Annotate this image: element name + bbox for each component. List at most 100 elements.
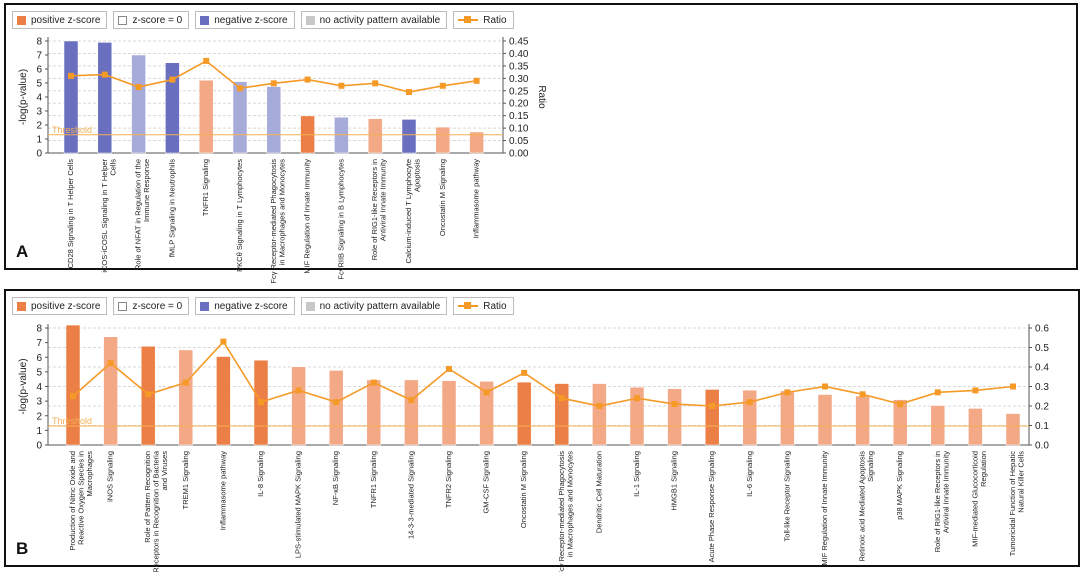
ratio-point bbox=[596, 403, 603, 409]
bar bbox=[103, 336, 118, 446]
category-label: TREM1 Signaling bbox=[181, 451, 190, 509]
y-tick-label: 7 bbox=[36, 51, 42, 62]
legend-label: negative z-score bbox=[214, 14, 288, 26]
y2-tick-label: 0.15 bbox=[509, 111, 529, 122]
y-tick-label: 0 bbox=[36, 441, 42, 452]
y-tick-label: 7 bbox=[36, 338, 42, 349]
ratio-point bbox=[270, 80, 277, 87]
legend-item-negative: negative z-score bbox=[195, 11, 295, 29]
ratio-point bbox=[68, 72, 74, 79]
ratio-point bbox=[746, 399, 753, 406]
category-label-line: Dendritic Cell Maturation bbox=[594, 451, 603, 533]
y-axis-label: -log(p-value) bbox=[18, 358, 29, 414]
legend-swatch-negative bbox=[200, 15, 210, 25]
y-tick-label: 3 bbox=[36, 397, 42, 408]
category-label: Role of RIG1-like Receptors inAntiviral … bbox=[370, 159, 388, 261]
legend-swatch-na bbox=[305, 301, 315, 311]
category-label: GM-CSF Signaling bbox=[482, 451, 491, 514]
ratio-point bbox=[558, 395, 565, 402]
category-label-line: TNFR2 Signaling bbox=[444, 451, 453, 508]
category-label-line: FcγRIIB Signaling in B Lymphocytes bbox=[336, 159, 345, 280]
category-label: Role of NFAT in Regulation of theImmune … bbox=[134, 159, 152, 270]
category-label-line: Natural Killer Cells bbox=[1017, 451, 1026, 513]
ratio-line-icon bbox=[458, 15, 479, 25]
bar bbox=[63, 40, 79, 154]
y-tick-label: 5 bbox=[36, 79, 42, 90]
bar bbox=[266, 86, 282, 154]
category-label-line: Tumoricidal Function of Hepatic bbox=[1008, 451, 1017, 556]
y2-tick-label: 0.1 bbox=[1035, 421, 1049, 432]
y-tick-label: 1 bbox=[36, 426, 42, 437]
legend-label: z-score = 0 bbox=[132, 14, 183, 26]
bar bbox=[704, 389, 720, 446]
category-label-line: MIF-mediated Glucocorticoid bbox=[970, 451, 979, 547]
category-label-line: 14-3-3-mediated Signaling bbox=[406, 451, 415, 539]
legend-label: no activity pattern available bbox=[319, 14, 441, 26]
bar bbox=[930, 405, 946, 446]
legend-label: Ratio bbox=[483, 300, 507, 312]
legend-item-positive: positive z-score bbox=[12, 11, 108, 29]
ratio-point bbox=[70, 393, 76, 400]
bar bbox=[742, 389, 758, 446]
bar bbox=[328, 370, 344, 446]
y2-tick-label: 0.25 bbox=[509, 86, 529, 97]
category-label: Fcγ Receptor-mediated Phagocytosisin Mac… bbox=[269, 159, 287, 284]
category-label-line: MIF Regulation of Innate Immunity bbox=[820, 451, 829, 566]
y-tick-label: 1 bbox=[36, 135, 42, 146]
y2-tick-label: 0.3 bbox=[1035, 382, 1049, 393]
category-label-line: Fcγ Receptor-mediated Phagocytosis bbox=[557, 451, 566, 572]
category-label-line: IL-6 Signaling bbox=[745, 451, 754, 497]
category-label-line: Calcium-induced T Lymphocyte bbox=[404, 159, 413, 264]
legend-label: positive z-score bbox=[31, 300, 101, 312]
bar bbox=[479, 381, 494, 446]
ratio-point bbox=[483, 389, 490, 396]
bar bbox=[401, 119, 417, 154]
y-tick-label: 2 bbox=[36, 411, 42, 422]
bar bbox=[216, 356, 231, 446]
y-tick-label: 0 bbox=[36, 149, 42, 160]
y2-tick-label: 0.2 bbox=[1035, 402, 1049, 413]
category-label: MIF Regulation of Innate Immunity bbox=[303, 159, 312, 274]
ratio-point bbox=[473, 77, 480, 84]
category-label: Calcium-induced T LymphocyteApoptosis bbox=[404, 159, 422, 264]
bar bbox=[165, 62, 180, 154]
bar bbox=[178, 349, 194, 446]
ratio-point bbox=[304, 76, 311, 83]
legend-item-na: no activity pattern available bbox=[300, 297, 448, 315]
ratio-point bbox=[709, 403, 716, 409]
category-label-line: Inflammasome pathway bbox=[472, 159, 481, 238]
category-label-line: Signaling bbox=[866, 451, 875, 482]
category-label-line: Antiviral Innate Immunity bbox=[941, 451, 950, 533]
category-label: IL-6 Signaling bbox=[745, 451, 754, 497]
category-label: Role of Pattern RecognitionReceptors in … bbox=[143, 450, 169, 572]
bar bbox=[65, 324, 81, 446]
category-label-line: MIF Regulation of Innate Immunity bbox=[303, 159, 312, 274]
category-label: HMGB1 Signaling bbox=[670, 451, 679, 511]
bar bbox=[198, 79, 214, 154]
ratio-point bbox=[295, 387, 302, 394]
bar bbox=[516, 381, 532, 446]
ratio-point bbox=[101, 71, 108, 78]
legend-label: z-score = 0 bbox=[132, 300, 183, 312]
bar bbox=[232, 81, 248, 154]
ratio-point bbox=[372, 80, 379, 87]
category-label: Production of Nitric Oxide andReactive O… bbox=[68, 451, 94, 551]
ratio-point bbox=[182, 379, 189, 386]
y-tick-label: 4 bbox=[36, 93, 42, 104]
category-label-line: in Macrophages and Monocytes bbox=[277, 159, 286, 266]
y-tick-label: 6 bbox=[36, 353, 42, 364]
category-label-line: HMGB1 Signaling bbox=[670, 451, 679, 511]
ratio-point bbox=[406, 89, 412, 96]
category-label: LPS-stimulated MAPK Signaling bbox=[294, 451, 303, 558]
y-tick-label: 5 bbox=[36, 367, 42, 378]
legend-item-positive: positive z-score bbox=[12, 297, 108, 315]
ratio-point bbox=[972, 387, 979, 394]
bar bbox=[855, 395, 870, 446]
category-label-line: Inflammasome pathway bbox=[218, 451, 227, 530]
chart-b-svg: 0 1 2 3 4 5 6 7 8 0.0 0.1 0.2 0.3 0.4 0.5 0.6 -log(p-val… bbox=[18, 324, 1049, 572]
legend-label: positive z-score bbox=[31, 14, 101, 26]
category-label-line: TREM1 Signaling bbox=[181, 451, 190, 509]
category-label: MIF-mediated GlucocorticoidRegulation bbox=[970, 451, 988, 547]
ratio-point bbox=[220, 338, 227, 345]
y-tick-label: 3 bbox=[36, 107, 42, 118]
